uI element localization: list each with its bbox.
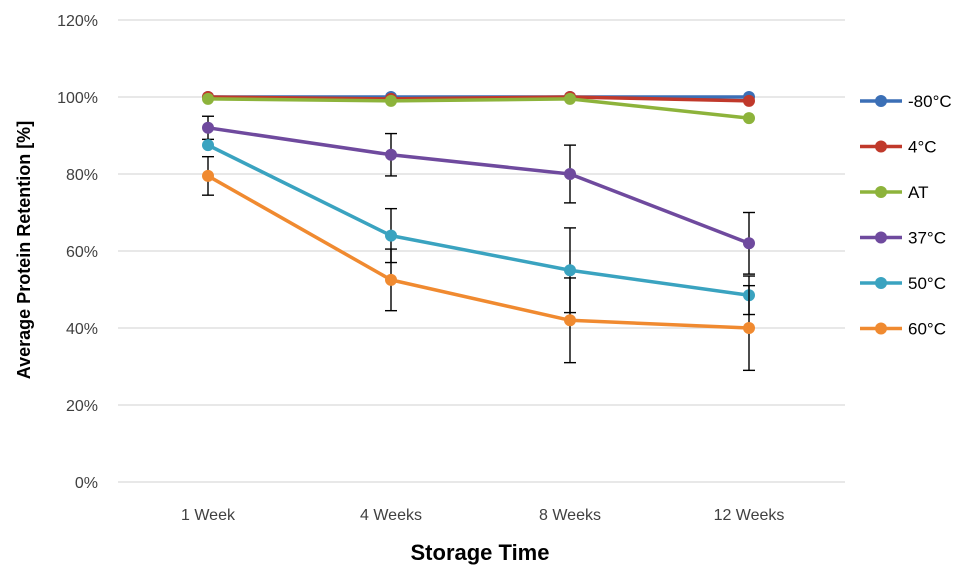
y-tick-label: 80% [66, 167, 98, 184]
legend-label: AT [908, 183, 928, 202]
series-line [207, 95, 750, 103]
series-line [207, 174, 750, 330]
data-point [202, 92, 214, 105]
x-tick-label: 12 Weeks [714, 507, 785, 524]
legend-label: 60°C [908, 320, 946, 339]
y-axis-ticks: 0% 20% 40% 60% 80% 100% 120% [57, 13, 98, 492]
x-axis-ticks: 1 Week 4 Weeks 8 Weeks 12 Weeks [181, 507, 784, 524]
legend-marker [875, 140, 887, 153]
x-tick-label: 8 Weeks [539, 507, 601, 524]
x-tick-label: 4 Weeks [360, 507, 422, 524]
legend: -80°C 4°C AT 37°C 50°C 60°C [860, 92, 952, 339]
legend-item: 4°C [860, 138, 937, 157]
series-line [207, 143, 750, 298]
data-point [743, 94, 755, 107]
series-line [207, 126, 750, 245]
data-point [743, 322, 755, 334]
y-tick-label: 120% [57, 13, 98, 30]
legend-marker [875, 231, 887, 244]
legend-item: 50°C [860, 274, 946, 293]
y-tick-label: 20% [66, 398, 98, 415]
legend-item: 37°C [860, 229, 946, 248]
data-point [564, 314, 576, 327]
series-layer [202, 91, 755, 372]
legend-marker [875, 322, 887, 335]
series-line [207, 97, 750, 120]
data-point [743, 112, 755, 125]
data-point [202, 121, 214, 134]
y-tick-label: 60% [66, 244, 98, 261]
data-point [385, 273, 397, 286]
data-point [385, 229, 397, 242]
series-2 [202, 92, 755, 125]
data-point [202, 139, 214, 152]
legend-marker [875, 95, 887, 107]
legend-item: AT [860, 183, 928, 202]
series-5 [202, 155, 755, 372]
legend-label: -80°C [908, 92, 952, 111]
x-tick-label: 1 Week [181, 507, 236, 524]
legend-item: 60°C [860, 320, 946, 339]
legend-marker [875, 277, 887, 289]
y-tick-label: 40% [66, 321, 98, 338]
legend-item: -80°C [860, 92, 952, 111]
data-point [385, 148, 397, 161]
legend-label: 50°C [908, 274, 946, 293]
y-tick-label: 100% [57, 90, 98, 107]
data-point [564, 264, 576, 277]
gridlines [118, 19, 845, 483]
data-point [743, 237, 755, 250]
series-3 [202, 115, 755, 275]
data-point [564, 168, 576, 180]
x-axis-title: Storage Time [411, 540, 550, 565]
legend-label: 4°C [908, 138, 937, 157]
data-point [202, 169, 214, 182]
y-tick-label: 0% [75, 475, 98, 492]
data-point [385, 94, 397, 107]
y-axis-title: Average Protein Retention [%] [14, 121, 34, 379]
data-point [564, 92, 576, 105]
legend-marker [875, 186, 887, 198]
legend-label: 37°C [908, 229, 946, 248]
